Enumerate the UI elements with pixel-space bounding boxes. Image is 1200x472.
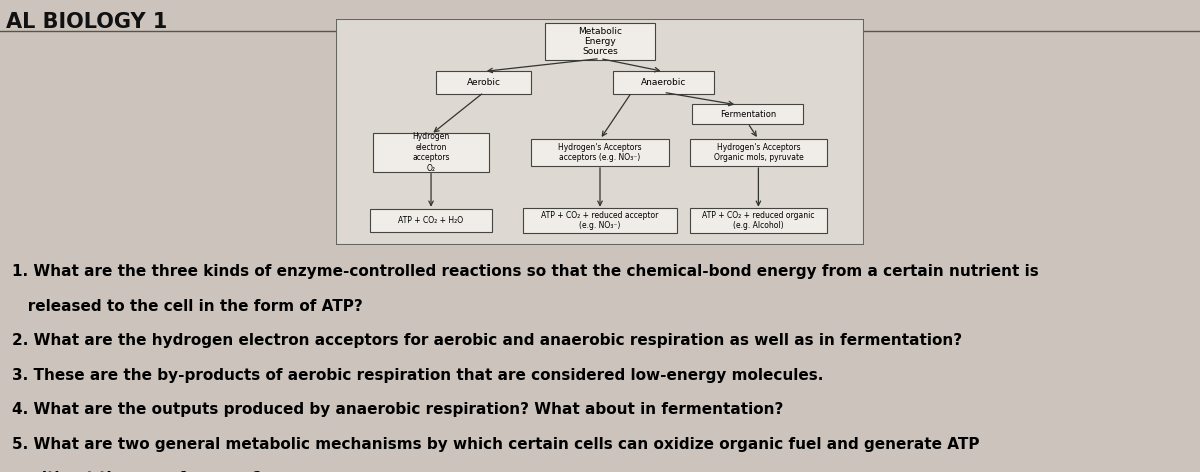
FancyBboxPatch shape xyxy=(690,208,827,233)
Text: AL BIOLOGY 1: AL BIOLOGY 1 xyxy=(6,12,167,32)
Text: Metabolic
Energy
Sources: Metabolic Energy Sources xyxy=(578,26,622,57)
FancyBboxPatch shape xyxy=(523,208,677,233)
FancyBboxPatch shape xyxy=(371,209,492,232)
Text: Anaerobic: Anaerobic xyxy=(641,78,686,87)
Text: Aerobic: Aerobic xyxy=(467,78,500,87)
FancyBboxPatch shape xyxy=(545,24,655,59)
FancyBboxPatch shape xyxy=(373,133,490,172)
Text: ATP + CO₂ + reduced acceptor
(e.g. NO₃⁻): ATP + CO₂ + reduced acceptor (e.g. NO₃⁻) xyxy=(541,211,659,230)
Text: released to the cell in the form of ATP?: released to the cell in the form of ATP? xyxy=(12,299,362,314)
Text: 4. What are the outputs produced by anaerobic respiration? What about in ferment: 4. What are the outputs produced by anae… xyxy=(12,402,784,417)
Text: Hydrogen's Acceptors
acceptors (e.g. NO₃⁻): Hydrogen's Acceptors acceptors (e.g. NO₃… xyxy=(558,143,642,162)
Text: 5. What are two general metabolic mechanisms by which certain cells can oxidize : 5. What are two general metabolic mechan… xyxy=(12,437,979,452)
Text: Fermentation: Fermentation xyxy=(720,110,776,118)
FancyBboxPatch shape xyxy=(437,71,532,93)
FancyBboxPatch shape xyxy=(613,71,714,93)
Text: 2. What are the hydrogen electron acceptors for aerobic and anaerobic respiratio: 2. What are the hydrogen electron accept… xyxy=(12,333,962,348)
FancyBboxPatch shape xyxy=(532,139,668,166)
Text: 1. What are the three kinds of enzyme-controlled reactions so that the chemical-: 1. What are the three kinds of enzyme-co… xyxy=(12,264,1039,279)
Text: ATP + CO₂ + H₂O: ATP + CO₂ + H₂O xyxy=(398,216,463,225)
FancyBboxPatch shape xyxy=(336,19,864,245)
Text: Hydrogen
electron
acceptors
O₂: Hydrogen electron acceptors O₂ xyxy=(413,133,450,173)
Text: Hydrogen's Acceptors
Organic mols, pyruvate: Hydrogen's Acceptors Organic mols, pyruv… xyxy=(714,143,803,162)
FancyBboxPatch shape xyxy=(692,104,803,124)
Text: without the use of oxygen?: without the use of oxygen? xyxy=(12,471,262,472)
Text: ATP + CO₂ + reduced organic
(e.g. Alcohol): ATP + CO₂ + reduced organic (e.g. Alcoho… xyxy=(702,211,815,230)
FancyBboxPatch shape xyxy=(690,139,827,166)
Text: 3. These are the by-products of aerobic respiration that are considered low-ener: 3. These are the by-products of aerobic … xyxy=(12,368,823,383)
